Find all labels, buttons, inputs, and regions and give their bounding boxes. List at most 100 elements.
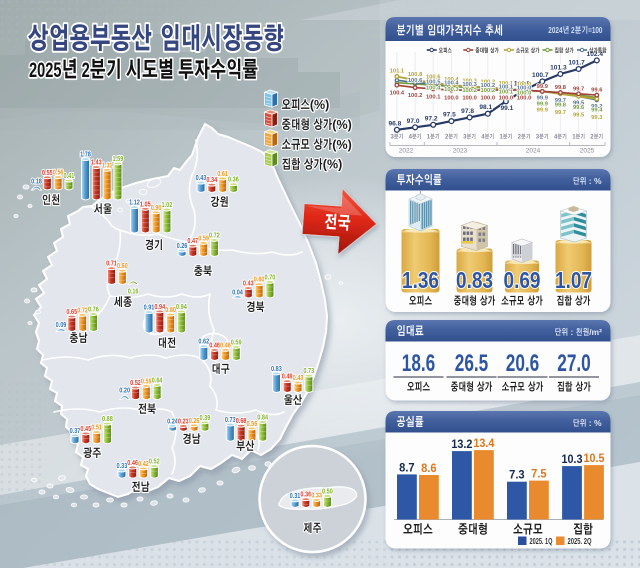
svg-text:0.43: 0.43 <box>293 375 304 382</box>
svg-text:0.47: 0.47 <box>187 238 198 245</box>
svg-text:3: 3 <box>391 135 395 141</box>
svg-text:0.64: 0.64 <box>152 377 163 384</box>
svg-text:27.0: 27.0 <box>557 350 591 377</box>
svg-text:100.0: 100.0 <box>517 82 532 88</box>
svg-text:99.3: 99.3 <box>591 115 603 121</box>
svg-text:26.5: 26.5 <box>455 350 489 377</box>
svg-text:(%): (%) <box>332 118 351 132</box>
svg-text:0.43: 0.43 <box>196 175 207 182</box>
svg-text:0.39: 0.39 <box>200 415 211 422</box>
svg-text:0.09: 0.09 <box>56 322 67 329</box>
svg-text:0.62: 0.62 <box>198 339 209 346</box>
svg-text:/m²: /m² <box>589 327 602 337</box>
svg-text:4: 4 <box>481 135 485 141</box>
svg-text:100.0: 100.0 <box>517 91 532 97</box>
svg-text:99.9: 99.9 <box>537 101 549 107</box>
svg-text:7.3: 7.3 <box>509 468 525 482</box>
svg-text:0.42: 0.42 <box>138 461 149 468</box>
svg-text:(%): (%) <box>310 98 329 112</box>
svg-text:: %: : % <box>586 418 602 428</box>
svg-text:100.1: 100.1 <box>426 94 441 100</box>
svg-text:97.0: 97.0 <box>407 118 420 125</box>
svg-text:: %: : % <box>586 176 602 186</box>
svg-text:99.9: 99.9 <box>537 107 549 113</box>
svg-text:97.8: 97.8 <box>461 108 474 115</box>
svg-text:100.3: 100.3 <box>444 87 459 93</box>
svg-text:100.4: 100.4 <box>426 86 441 92</box>
svg-text:100.4: 100.4 <box>444 77 459 83</box>
svg-text:98.1: 98.1 <box>479 104 492 111</box>
svg-text:2: 2 <box>78 58 90 82</box>
svg-text:0.33: 0.33 <box>311 492 322 499</box>
svg-text:10.5: 10.5 <box>584 451 605 465</box>
svg-text:99.5: 99.5 <box>573 100 585 106</box>
svg-text:99.6: 99.6 <box>591 88 603 94</box>
svg-text:=100: =100 <box>588 25 603 35</box>
svg-text:100.0: 100.0 <box>481 96 496 102</box>
svg-text:0.34: 0.34 <box>206 177 217 184</box>
svg-text:96.8: 96.8 <box>388 120 401 127</box>
svg-text:100.0: 100.0 <box>517 96 532 102</box>
svg-text:1: 1 <box>427 135 431 141</box>
svg-text:8.6: 8.6 <box>421 461 437 475</box>
svg-text:2: 2 <box>569 25 575 35</box>
svg-text:0.72: 0.72 <box>77 307 88 314</box>
svg-text:0.68: 0.68 <box>236 418 247 425</box>
svg-text:0.24: 0.24 <box>167 418 178 425</box>
svg-text:99.8: 99.8 <box>555 85 567 91</box>
svg-text:0.60: 0.60 <box>254 277 265 284</box>
svg-text:1: 1 <box>572 135 576 141</box>
svg-text:0.56: 0.56 <box>53 170 64 177</box>
svg-text:0.52: 0.52 <box>149 459 160 466</box>
svg-text:0.45: 0.45 <box>80 426 91 433</box>
svg-text:0.73: 0.73 <box>303 368 314 375</box>
svg-text:0.69: 0.69 <box>504 267 541 293</box>
svg-text:0.36: 0.36 <box>228 177 239 184</box>
svg-text:4: 4 <box>554 135 558 141</box>
svg-text:0.26: 0.26 <box>177 243 188 250</box>
svg-text:1.05: 1.05 <box>140 201 151 208</box>
svg-text:100.1: 100.1 <box>499 84 514 90</box>
svg-text:0.94: 0.94 <box>176 304 187 311</box>
svg-text:18.6: 18.6 <box>402 350 436 377</box>
svg-text:102.4: 102.4 <box>587 51 604 58</box>
svg-text:99.8: 99.8 <box>555 103 567 109</box>
svg-text:1.07: 1.07 <box>555 267 592 293</box>
svg-text:3: 3 <box>536 135 540 141</box>
svg-text:100.4: 100.4 <box>390 91 405 97</box>
svg-text:0.91: 0.91 <box>144 305 155 312</box>
svg-text:0.94: 0.94 <box>154 304 165 311</box>
svg-text:0.59: 0.59 <box>198 235 209 242</box>
svg-text:99.5: 99.5 <box>573 112 585 118</box>
svg-text:1.78: 1.78 <box>80 152 91 159</box>
svg-text:100.2: 100.2 <box>408 93 423 99</box>
svg-text:4: 4 <box>409 135 413 141</box>
svg-text:2025. 2Q: 2025. 2Q <box>568 537 592 546</box>
svg-text:0.46: 0.46 <box>220 342 231 349</box>
svg-text:0.23: 0.23 <box>178 419 189 426</box>
svg-text:99.7: 99.7 <box>555 98 566 104</box>
svg-text:0.80: 0.80 <box>165 307 176 314</box>
svg-text:100.4: 100.4 <box>444 81 459 87</box>
svg-text:0.90: 0.90 <box>151 205 162 212</box>
svg-text:0.72: 0.72 <box>209 232 220 239</box>
svg-text:2025: 2025 <box>580 148 595 155</box>
svg-text:0.46: 0.46 <box>127 460 138 467</box>
svg-text:100.2: 100.2 <box>481 88 496 94</box>
svg-text:1.12: 1.12 <box>129 200 140 207</box>
svg-text:0.84: 0.84 <box>257 415 268 422</box>
svg-text:100.3: 100.3 <box>462 78 477 84</box>
svg-text:0.73: 0.73 <box>225 417 236 424</box>
svg-text:1: 1 <box>500 135 504 141</box>
svg-text:97.2: 97.2 <box>425 115 438 122</box>
svg-text:7.5: 7.5 <box>531 467 547 481</box>
svg-text:13.2: 13.2 <box>451 437 472 451</box>
svg-text:10.3: 10.3 <box>562 452 583 466</box>
svg-text:0.49: 0.49 <box>282 374 293 381</box>
svg-text:100.0: 100.0 <box>517 86 532 92</box>
svg-text:1.02: 1.02 <box>162 202 173 209</box>
svg-text:0.52: 0.52 <box>130 380 141 387</box>
svg-text:100.6: 100.6 <box>426 75 441 81</box>
svg-text:99.7: 99.7 <box>555 110 566 116</box>
svg-text:100.2: 100.2 <box>481 80 496 86</box>
